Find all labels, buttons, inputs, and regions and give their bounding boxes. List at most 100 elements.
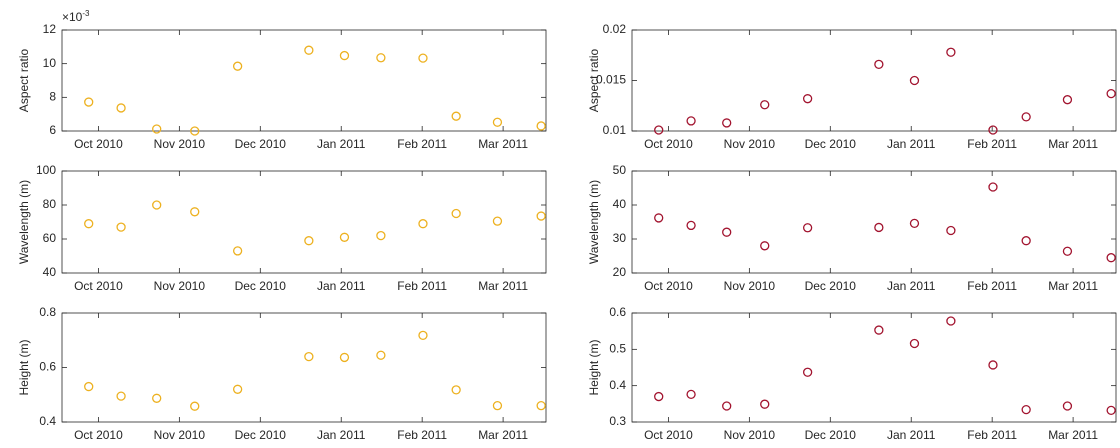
x-tick-label: Oct 2010 <box>644 137 693 151</box>
data-marker <box>802 367 813 377</box>
data-marker <box>686 116 696 126</box>
data-marker <box>492 216 503 226</box>
y-axis-label: Height (m) <box>17 339 31 395</box>
data-marker <box>1062 95 1073 105</box>
x-tick-label: Nov 2010 <box>724 137 776 151</box>
data-marker <box>451 208 461 219</box>
x-tick-label: Mar 2011 <box>478 137 528 151</box>
y-tick-label: 0.4 <box>609 378 626 392</box>
data-marker <box>536 211 546 221</box>
data-marker <box>722 227 732 237</box>
y-tick-label: 0.6 <box>609 305 626 319</box>
y-tick-label: 100 <box>36 163 56 177</box>
x-tick-label: Dec 2010 <box>805 428 857 442</box>
x-tick-label: Feb 2011 <box>967 279 1017 293</box>
x-tick-label: Mar 2011 <box>478 279 528 293</box>
x-tick-label: Mar 2011 <box>1048 428 1098 442</box>
data-marker <box>1062 246 1073 256</box>
data-marker <box>1021 404 1031 415</box>
data-marker <box>654 213 664 223</box>
x-tick-label: Jan 2011 <box>887 137 936 151</box>
y-multiplier-exponent: -3 <box>82 9 90 18</box>
x-tick-label: Feb 2011 <box>967 137 1017 151</box>
data-marker <box>1021 112 1031 122</box>
x-tick-label: Dec 2010 <box>235 279 287 293</box>
data-marker <box>654 125 664 135</box>
y-tick-label: 0.015 <box>596 73 626 87</box>
y-tick-label: 8 <box>49 90 56 104</box>
data-marker <box>190 207 200 217</box>
axes-box <box>61 170 547 274</box>
data-marker <box>536 400 546 411</box>
data-marker <box>451 111 461 121</box>
data-marker <box>686 220 696 231</box>
y-tick-label: 20 <box>613 265 627 279</box>
x-tick-label: Oct 2010 <box>644 428 693 442</box>
x-tick-label: Oct 2010 <box>74 137 123 151</box>
x-tick-label: Jan 2011 <box>317 279 366 293</box>
data-marker <box>686 389 696 400</box>
data-marker <box>152 200 162 210</box>
data-marker <box>802 223 813 233</box>
data-marker <box>190 126 200 136</box>
data-marker <box>909 338 920 349</box>
x-tick-label: Jan 2011 <box>317 428 366 442</box>
x-tick-label: Jan 2011 <box>887 279 936 293</box>
x-tick-label: Oct 2010 <box>74 279 123 293</box>
data-marker <box>988 360 998 370</box>
data-marker <box>802 94 813 104</box>
data-marker <box>304 45 314 55</box>
data-marker <box>722 401 732 411</box>
y-tick-label: 40 <box>613 197 627 211</box>
axes-box <box>61 29 547 132</box>
x-tick-label: Dec 2010 <box>235 137 287 151</box>
y-multiplier: ×10-3 <box>62 9 90 24</box>
data-marker <box>232 246 243 256</box>
x-tick-label: Mar 2011 <box>478 428 528 442</box>
x-tick-label: Oct 2010 <box>74 428 123 442</box>
data-marker <box>152 393 162 403</box>
data-marker <box>1021 236 1031 246</box>
y-axis-label: Wavelength (m) <box>17 180 31 264</box>
y-tick-label: 0.5 <box>609 342 626 356</box>
y-tick-label: 40 <box>43 265 57 279</box>
data-marker <box>1106 88 1116 99</box>
x-tick-label: Nov 2010 <box>154 428 206 442</box>
data-marker <box>116 103 126 113</box>
x-tick-label: Dec 2010 <box>805 137 857 151</box>
data-marker <box>909 75 920 86</box>
y-tick-label: 10 <box>43 56 57 70</box>
data-marker <box>116 222 126 232</box>
y-tick-label: 80 <box>43 197 57 211</box>
data-marker <box>760 241 770 251</box>
data-marker <box>988 182 998 192</box>
y-tick-label: 60 <box>43 231 57 245</box>
data-marker <box>418 53 428 63</box>
y-axis-label: Aspect ratio <box>17 48 31 112</box>
data-marker <box>1062 401 1073 411</box>
data-marker <box>418 330 428 340</box>
data-marker <box>376 230 386 241</box>
data-marker <box>418 219 428 229</box>
data-marker <box>722 118 732 128</box>
data-marker <box>84 381 94 392</box>
data-marker <box>760 100 770 110</box>
x-tick-label: Mar 2011 <box>1048 137 1098 151</box>
x-tick-label: Dec 2010 <box>805 279 857 293</box>
data-marker <box>760 399 770 409</box>
data-marker <box>909 218 920 229</box>
data-marker <box>376 53 386 63</box>
y-tick-label: 0.01 <box>603 123 627 137</box>
y-axis-label: Aspect ratio <box>587 48 601 112</box>
data-marker <box>946 47 956 57</box>
data-marker <box>84 97 94 107</box>
data-marker <box>304 236 314 246</box>
x-tick-label: Dec 2010 <box>235 428 287 442</box>
data-marker <box>339 232 350 242</box>
data-marker <box>232 384 243 394</box>
data-marker <box>1106 253 1116 263</box>
y-tick-label: 0.3 <box>609 414 626 428</box>
x-tick-label: Oct 2010 <box>644 279 693 293</box>
x-tick-label: Feb 2011 <box>967 428 1017 442</box>
data-marker <box>232 61 243 71</box>
